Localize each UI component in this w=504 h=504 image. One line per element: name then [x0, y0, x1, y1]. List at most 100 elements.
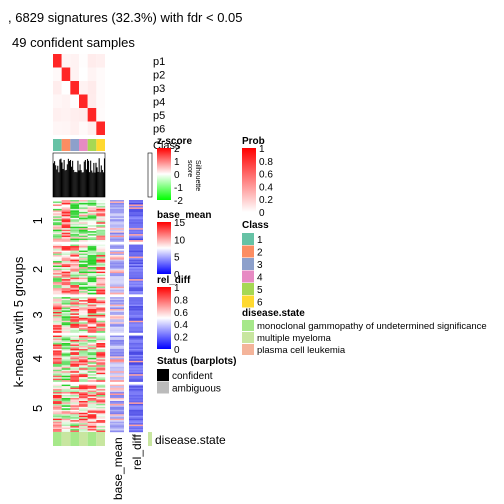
rel-diff-cell — [129, 319, 143, 321]
rel-diff-cell — [129, 256, 143, 259]
heat-cell — [53, 244, 62, 247]
disease-legend-title: disease.state — [242, 308, 305, 319]
heat-cell — [87, 234, 97, 236]
rel-diff-cell — [129, 329, 143, 332]
status-legend-title: Status (barplots) — [157, 356, 236, 367]
heat-cell — [79, 238, 88, 241]
heat-cell — [87, 223, 97, 226]
rel-diff-cell — [129, 297, 143, 299]
base-mean-cell — [110, 231, 124, 233]
heat-cell — [53, 386, 62, 388]
rel-diff-cell — [129, 301, 143, 304]
heat-cell — [79, 222, 88, 224]
heat-cell — [61, 411, 71, 413]
heat-cell — [70, 267, 80, 269]
heat-cell — [79, 255, 88, 257]
heat-cell — [96, 303, 106, 305]
heat-cell — [70, 307, 80, 310]
silhouette-bar — [67, 158, 69, 197]
prob-cell — [70, 94, 79, 108]
heat-cell — [96, 421, 106, 424]
rel-diff-cell — [129, 226, 143, 229]
heat-cell — [96, 341, 106, 344]
heat-cell — [87, 216, 97, 219]
heat-cell — [96, 392, 106, 394]
heat-cell — [70, 235, 80, 238]
heat-cell — [79, 268, 88, 271]
heat-cell — [79, 205, 88, 208]
heat-cell — [61, 247, 71, 250]
heat-cell — [87, 217, 97, 220]
heat-cell — [87, 328, 97, 330]
heat-cell — [96, 393, 106, 396]
heat-cell — [79, 306, 88, 308]
disease-legend-label: monoclonal gammopathy of undetermined si… — [257, 321, 487, 332]
base-mean-cell — [110, 205, 124, 208]
zscore-legend-tick: 1 — [174, 157, 180, 168]
heat-cell — [53, 329, 62, 332]
rel-diff-cell — [129, 264, 143, 266]
heat-cell — [70, 387, 80, 390]
zscore-legend-title: z-score — [157, 136, 192, 147]
heat-cell — [79, 276, 88, 278]
heat-cell — [96, 207, 106, 210]
rel-diff-cell — [129, 386, 143, 388]
base-mean-cell — [110, 377, 124, 379]
prob-cell — [70, 67, 79, 81]
base-mean-cell — [110, 200, 124, 202]
prob-cell — [87, 121, 97, 135]
heat-cell — [79, 210, 88, 213]
heat-cell — [53, 335, 62, 338]
heat-cell — [87, 274, 97, 277]
heat-cell — [79, 345, 88, 348]
heat-cell — [87, 300, 97, 302]
heat-cell — [79, 282, 88, 284]
heat-cell — [87, 393, 97, 396]
base-mean-cell — [110, 387, 124, 390]
rel-diff-cell — [129, 270, 143, 272]
heat-cell — [79, 319, 88, 321]
heat-cell — [61, 426, 71, 428]
heat-cell — [79, 252, 88, 254]
heat-cell — [79, 405, 88, 408]
rel-diff-cell — [129, 304, 143, 307]
heat-cell — [70, 377, 80, 379]
base-mean-cell — [110, 258, 124, 260]
heat-cell — [87, 348, 97, 351]
prob-row-p5 — [53, 108, 105, 122]
heat-cell — [53, 286, 62, 289]
heat-cell — [53, 328, 62, 330]
silhouette-bar — [62, 168, 64, 197]
heat-cell — [70, 395, 80, 397]
heat-cell — [87, 265, 97, 268]
heat-cell — [87, 303, 97, 305]
heat-cell — [79, 204, 88, 207]
base-mean-axis-label: base_mean — [111, 437, 125, 500]
heat-cell — [96, 335, 106, 338]
rel-diff-cell — [129, 307, 143, 310]
rel-diff-cell — [129, 362, 143, 365]
class-cell-5 — [87, 139, 97, 151]
heat-cell — [53, 207, 62, 210]
heat-cell — [79, 259, 88, 262]
base-mean-cell — [110, 366, 124, 369]
heat-cell — [61, 329, 71, 332]
heat-cell — [61, 214, 71, 217]
heat-cell — [53, 356, 62, 359]
heat-cell — [70, 408, 80, 411]
base-mean-cell — [110, 380, 124, 382]
rel-diff-cell — [129, 402, 143, 405]
heat-cell — [79, 337, 88, 339]
heat-cell — [61, 375, 71, 378]
heat-cell — [53, 348, 62, 351]
heat-cell — [87, 211, 97, 214]
heat-cell — [79, 307, 88, 310]
rel-diff-cell — [129, 411, 143, 413]
heat-cell — [87, 308, 97, 311]
heat-cell — [53, 300, 62, 302]
base-mean-cell — [110, 371, 124, 373]
heat-cell — [61, 360, 71, 363]
heat-cell — [70, 288, 80, 290]
heat-cell — [79, 387, 88, 390]
heat-cell — [87, 255, 97, 257]
